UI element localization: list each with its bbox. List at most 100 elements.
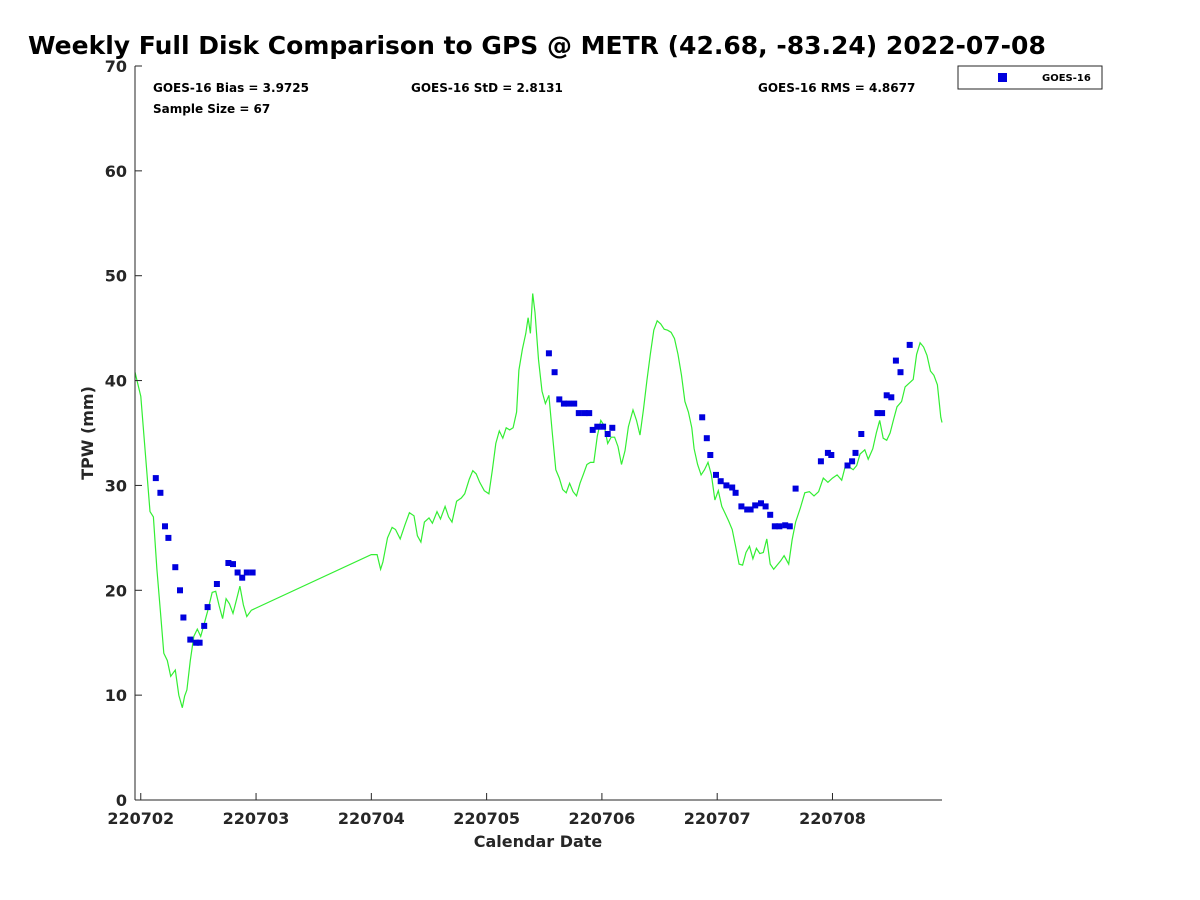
- legend: GOES-16: [957, 65, 1103, 90]
- goes-point: [609, 424, 616, 431]
- goes-point: [767, 511, 774, 518]
- goes-point: [225, 560, 232, 566]
- goes-point: [874, 410, 881, 417]
- goes-point: [249, 569, 256, 576]
- legend-box: [957, 65, 1103, 90]
- goes-point: [776, 523, 783, 530]
- goes-point: [201, 622, 208, 629]
- goes-point: [762, 503, 769, 510]
- legend-marker-icon: [998, 73, 1007, 82]
- goes-point: [744, 506, 751, 513]
- goes-point: [892, 357, 899, 364]
- goes-point: [906, 341, 913, 348]
- goes-point: [707, 452, 714, 458]
- goes-point: [897, 369, 904, 376]
- goes-point: [604, 431, 611, 437]
- goes-point: [732, 489, 739, 496]
- goes-point: [879, 410, 886, 417]
- goes-point: [828, 452, 835, 458]
- goes-point: [556, 396, 563, 403]
- goes-point: [230, 561, 236, 568]
- x-tick-label: 220707: [684, 809, 751, 828]
- y-tick-label: 0: [116, 791, 127, 810]
- gps-series: [134, 293, 943, 708]
- goes-point: [177, 587, 183, 594]
- sample-size-stat: Sample Size = 67: [153, 102, 270, 116]
- y-tick-label: 10: [105, 686, 127, 705]
- goes-point: [560, 400, 567, 407]
- plot-area: [135, 66, 942, 800]
- goes-point: [152, 475, 159, 482]
- goes-point: [758, 500, 764, 507]
- goes-point: [786, 523, 793, 530]
- y-tick-label: 30: [105, 476, 127, 495]
- x-ticks: 220702 220703 220704 220705 220706 220707 2207…: [107, 793, 866, 828]
- goes-point: [234, 569, 241, 576]
- x-axis-label: Calendar Date: [474, 832, 603, 851]
- x-tick-label: 220705: [453, 809, 520, 828]
- goes-point: [717, 478, 724, 485]
- y-tick-label: 70: [105, 57, 127, 76]
- goes-point: [586, 410, 593, 417]
- goes-point: [792, 485, 799, 492]
- goes-point: [852, 449, 859, 456]
- goes-point: [703, 435, 710, 442]
- goes-point: [239, 574, 246, 581]
- legend-label: GOES-16: [1042, 73, 1091, 84]
- goes-point: [729, 484, 736, 491]
- x-tick-label: 220704: [338, 809, 405, 828]
- goes-point: [575, 410, 582, 417]
- goes-point: [723, 482, 730, 489]
- y-tick-label: 60: [105, 162, 127, 181]
- goes-point: [204, 604, 211, 611]
- goes-point: [581, 410, 588, 417]
- goes-point: [782, 522, 789, 529]
- std-stat: GOES-16 StD = 2.8131: [411, 81, 563, 95]
- goes-point: [699, 414, 706, 421]
- goes-point: [747, 506, 754, 513]
- goes-point: [817, 458, 824, 465]
- goes-point: [858, 431, 865, 437]
- goes-point: [771, 523, 778, 530]
- goes-point: [172, 564, 179, 571]
- goes-point: [844, 462, 851, 469]
- y-tick-label: 20: [105, 581, 127, 600]
- goes-point: [565, 400, 572, 407]
- x-tick-label: 220708: [799, 809, 866, 828]
- chart-title: Weekly Full Disk Comparison to GPS @ MET…: [28, 31, 1046, 60]
- y-tick-label: 40: [105, 372, 127, 391]
- goes-point: [713, 471, 719, 478]
- goes-point: [187, 636, 194, 643]
- y-axis-label: TPW (mm): [78, 386, 97, 480]
- goes-point: [824, 449, 831, 456]
- goes-point: [196, 639, 203, 646]
- rms-stat: GOES-16 RMS = 4.8677: [758, 81, 915, 95]
- goes-point: [213, 581, 220, 587]
- goes-point: [738, 503, 745, 510]
- goes-point: [551, 369, 558, 376]
- x-tick-label: 220706: [569, 809, 636, 828]
- goes-point: [545, 350, 552, 357]
- goes-point: [157, 489, 164, 496]
- goes-point: [571, 400, 578, 407]
- goes-point: [180, 614, 187, 621]
- goes-point: [600, 423, 607, 430]
- y-tick-label: 50: [105, 267, 127, 286]
- axes: [134, 66, 942, 801]
- goes-series: [152, 341, 913, 646]
- goes-point: [243, 569, 250, 576]
- gps-line: [134, 293, 943, 708]
- goes-point: [594, 423, 601, 430]
- x-tick-label: 220702: [107, 809, 174, 828]
- goes-point: [883, 392, 890, 399]
- goes-point: [888, 394, 895, 401]
- y-ticks: 0 10 20 30 40 50 60 70: [105, 57, 142, 810]
- goes-point: [162, 523, 168, 530]
- bias-stat: GOES-16 Bias = 3.9725: [153, 81, 309, 95]
- goes-point: [165, 534, 172, 541]
- goes-point: [193, 639, 200, 646]
- goes-point: [589, 426, 596, 433]
- goes-point: [849, 458, 856, 465]
- x-tick-label: 220703: [223, 809, 290, 828]
